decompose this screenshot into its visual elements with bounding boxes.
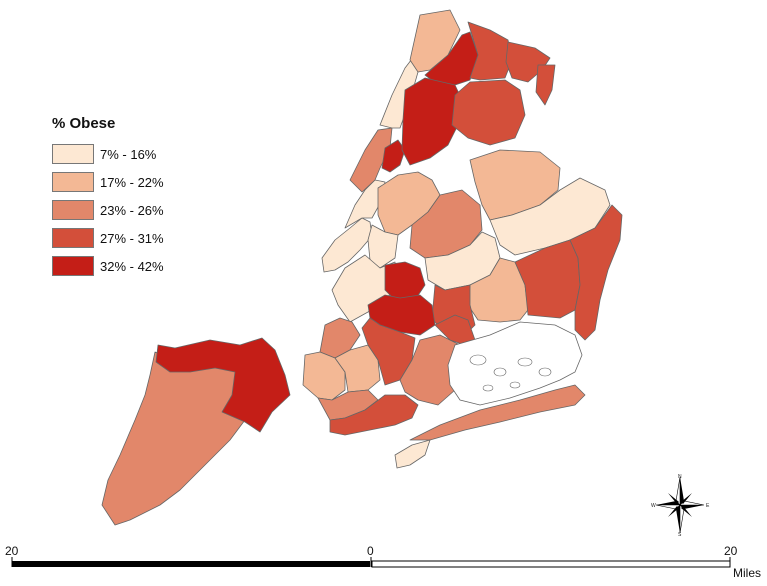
compass-rose-icon xyxy=(655,476,705,534)
region-brooklyn-borough-park xyxy=(334,344,381,393)
scale-bar-right-segment xyxy=(371,560,731,568)
legend-label: 27% - 31% xyxy=(100,230,164,246)
region-brooklyn-sunset-park xyxy=(302,351,346,401)
region-queens-queens-village xyxy=(569,204,623,341)
region-queens-rockaway xyxy=(409,384,586,441)
bay-island xyxy=(493,367,507,377)
legend-label: 32% - 42% xyxy=(100,258,164,274)
region-bronx-southeast xyxy=(451,79,526,146)
region-staten-island-north xyxy=(155,337,291,433)
compass-south-label: S xyxy=(678,532,682,538)
scale-bar-left-segment xyxy=(12,561,370,567)
region-bronx-city-island xyxy=(535,64,556,106)
legend-item: 27% - 31% xyxy=(52,224,164,252)
bay-island xyxy=(469,354,487,366)
legend-swatch xyxy=(52,144,94,164)
compass-north-label: N xyxy=(678,474,682,480)
region-manhattan-harlem xyxy=(381,139,406,173)
region-bronx-east xyxy=(467,21,513,81)
region-brooklyn-coney-island xyxy=(329,394,419,436)
legend-label: 17% - 22% xyxy=(100,174,164,190)
compass-east-label: E xyxy=(706,503,710,509)
legend: % Obese 7% - 16% 17% - 22% 23% - 26% 27%… xyxy=(52,115,164,280)
bay-island xyxy=(517,357,533,367)
bay-island xyxy=(482,384,494,392)
bay-island xyxy=(538,367,552,377)
legend-swatch xyxy=(52,228,94,248)
legend-item: 23% - 26% xyxy=(52,196,164,224)
legend-item: 17% - 22% xyxy=(52,168,164,196)
region-bronx-northwest xyxy=(409,9,461,73)
region-manhattan-mid xyxy=(344,179,386,229)
region-bronx-fordham xyxy=(401,77,463,166)
jamaica-bay-water xyxy=(447,321,583,406)
legend-swatch xyxy=(52,172,94,192)
region-queens-lic xyxy=(367,224,399,269)
legend-swatch xyxy=(52,200,94,220)
scale-unit-label: Miles xyxy=(733,566,762,580)
scale-bar xyxy=(11,557,731,568)
bay-island xyxy=(509,381,521,389)
legend-swatch xyxy=(52,256,94,276)
region-queens-jackson-heights xyxy=(409,189,483,259)
legend-label: 23% - 26% xyxy=(100,202,164,218)
legend-label: 7% - 16% xyxy=(100,146,157,162)
scale-label-left: 20 xyxy=(5,544,19,558)
legend-title: % Obese xyxy=(52,115,116,132)
region-queens-breezy-point xyxy=(394,439,431,469)
compass-west-label: W xyxy=(651,503,656,509)
scale-label-mid: 0 xyxy=(367,544,374,558)
legend-item: 7% - 16% xyxy=(52,140,164,168)
legend-item: 32% - 42% xyxy=(52,252,164,280)
region-brooklyn-bedford xyxy=(384,261,426,301)
scale-label-right: 20 xyxy=(724,544,738,558)
region-queens-bayside xyxy=(489,177,611,256)
